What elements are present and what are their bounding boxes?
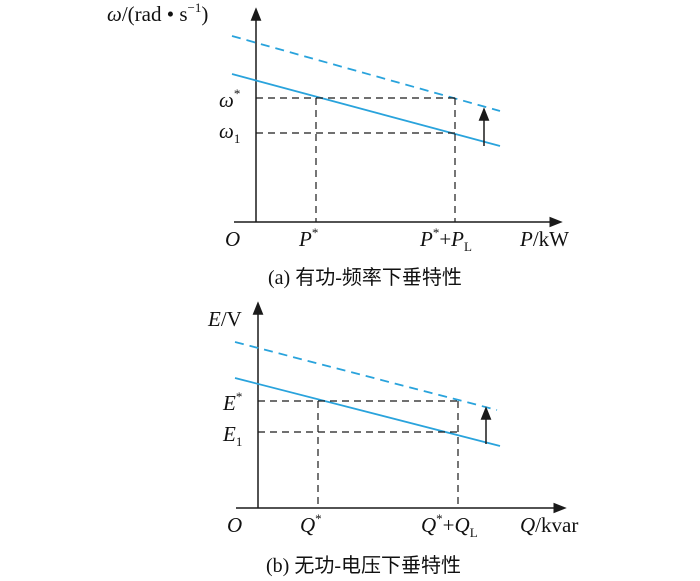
top-tick-one: ω1 bbox=[219, 119, 240, 146]
top-droop-line bbox=[231, 73, 501, 147]
top-origin-label: O bbox=[225, 227, 240, 251]
top-x-tick-p-star-plus-load: P*+PL bbox=[419, 225, 472, 254]
panel-active-power-frequency: ω/(rad • s−1) ω* ω1 O P* P*+PL P/kW (a) … bbox=[107, 0, 569, 289]
panel-reactive-power-voltage: E/V E* E1 O Q* Q*+QL Q/kvar (b) 无功-电压下垂特… bbox=[207, 301, 578, 577]
top-caption: (a) 有功-频率下垂特性 bbox=[268, 266, 462, 289]
top-y-axis-label: ω/(rad • s−1) bbox=[107, 0, 208, 26]
top-x-tick-p-star: P* bbox=[298, 225, 318, 251]
bottom-tick-one: E1 bbox=[222, 422, 242, 449]
top-x-axis-label: P/kW bbox=[519, 227, 569, 251]
bottom-tick-star: E* bbox=[222, 389, 242, 415]
top-shifted-droop-line bbox=[231, 35, 501, 112]
bottom-x-tick-q-star-plus-load: Q*+QL bbox=[421, 511, 478, 540]
bottom-origin-label: O bbox=[227, 513, 242, 537]
bottom-y-axis-label: E/V bbox=[207, 307, 242, 331]
top-tick-star: ω* bbox=[219, 86, 240, 112]
bottom-droop-line bbox=[234, 377, 501, 447]
bottom-caption: (b) 无功-电压下垂特性 bbox=[266, 554, 461, 577]
bottom-x-axis-label: Q/kvar bbox=[520, 513, 578, 537]
bottom-x-tick-q-star: Q* bbox=[300, 511, 322, 537]
bottom-shifted-droop-line bbox=[234, 341, 498, 411]
